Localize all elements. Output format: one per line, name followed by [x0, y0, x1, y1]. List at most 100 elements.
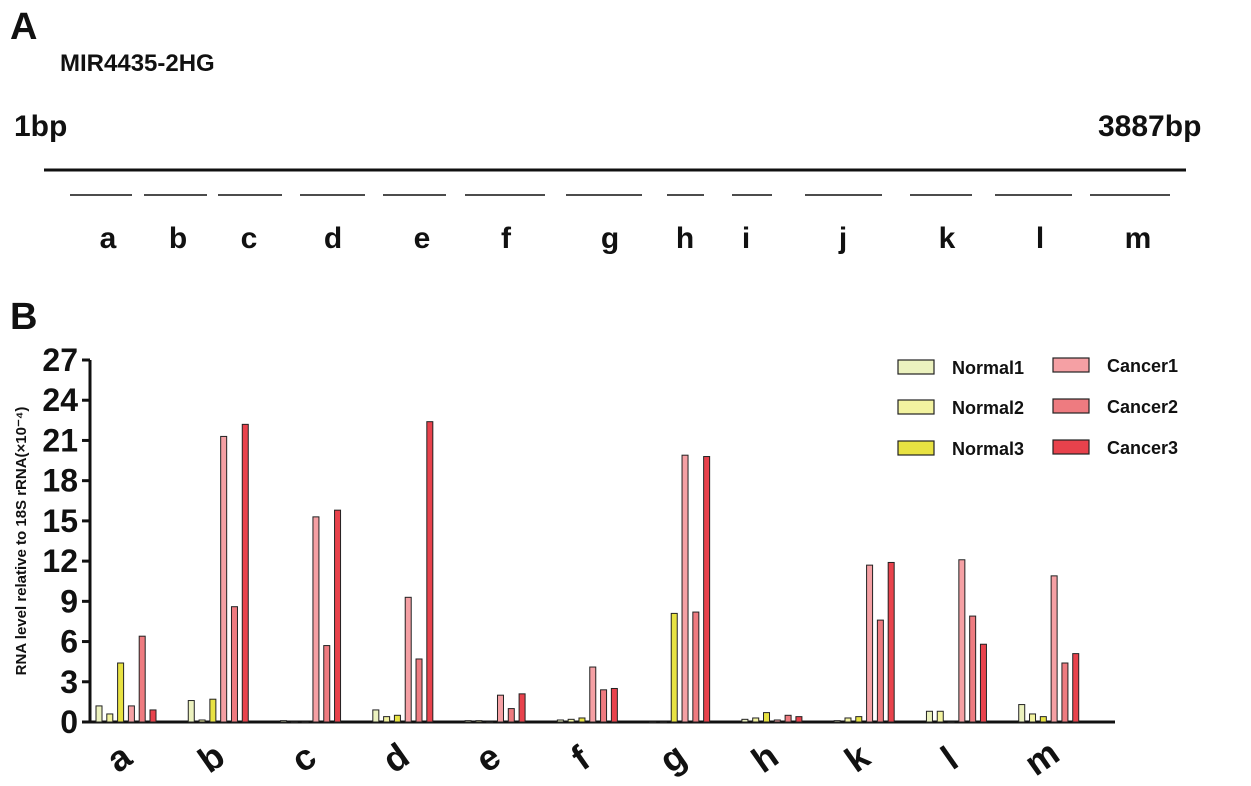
y-tick-label: 0 — [60, 704, 78, 740]
legend-label-cancer2: Cancer2 — [1107, 397, 1178, 417]
bar-normal3-k — [855, 716, 863, 723]
bar-cancer3-h — [795, 716, 803, 723]
bar-normal1-g — [649, 721, 657, 723]
bar-cancer3-f — [610, 687, 618, 723]
bar-normal3-l — [947, 721, 955, 723]
bar-cancer2-g — [692, 611, 700, 723]
bar-cancer1-f — [589, 666, 597, 723]
x-tick-label-a: a — [99, 735, 140, 781]
panel-b-letter: B — [10, 296, 38, 338]
segment-label-l: l — [1035, 222, 1045, 255]
bar-normal2-b — [198, 719, 206, 723]
bar-cancer2-a — [138, 635, 146, 723]
y-tick-label: 3 — [60, 664, 78, 700]
bar-normal2-h — [752, 717, 760, 723]
x-tick-label-b: b — [190, 735, 232, 781]
bar-cancer2-c — [323, 645, 331, 723]
segment-label-m: m — [1124, 222, 1152, 255]
bar-normal3-b — [209, 698, 217, 723]
bar-normal1-m — [1018, 704, 1026, 723]
segment-label-k: k — [938, 222, 956, 255]
bar-cancer3-g — [703, 456, 711, 723]
legend-label-normal3: Normal3 — [952, 439, 1024, 459]
bar-cancer3-d — [426, 421, 434, 723]
segment-label-g: g — [600, 222, 620, 255]
legend-label-normal2: Normal2 — [952, 398, 1024, 418]
legend-swatch-normal1 — [897, 359, 935, 375]
x-tick-label-f: f — [564, 737, 598, 778]
legend-swatch-cancer1 — [1052, 357, 1090, 373]
gene-name: MIR4435-2HG — [60, 50, 215, 77]
bar-cancer1-m — [1050, 575, 1058, 723]
transcript-schematic — [44, 168, 1186, 196]
bar-cancer1-l — [958, 559, 966, 723]
y-tick-label: 6 — [60, 624, 78, 660]
bar-normal3-g — [670, 612, 678, 723]
x-tick-label-d: d — [375, 735, 417, 781]
bar-normal3-c — [301, 721, 309, 723]
bar-cancer3-a — [149, 709, 157, 723]
bar-cancer1-d — [404, 596, 412, 723]
end-bp-label: 3887bp — [1098, 110, 1202, 143]
x-tick-label-e: e — [468, 735, 508, 780]
bar-normal1-l — [925, 710, 933, 723]
bar-cancer3-m — [1072, 653, 1080, 723]
segment-label-i: i — [741, 222, 751, 255]
bar-normal2-a — [106, 713, 114, 723]
bar-normal1-b — [187, 700, 195, 723]
bar-cancer3-k — [887, 561, 895, 723]
y-tick-label: 18 — [42, 463, 78, 499]
bar-cancer1-b — [220, 435, 228, 723]
bar-normal1-k — [833, 720, 841, 723]
bar-cancer1-g — [681, 454, 689, 723]
y-tick-label: 9 — [60, 583, 78, 619]
bar-cancer3-e — [518, 693, 526, 723]
bar-cancer3-c — [334, 509, 342, 723]
bar-normal1-a — [95, 705, 103, 723]
bar-normal3-m — [1039, 716, 1047, 723]
y-tick-label: 21 — [42, 422, 78, 458]
legend-swatch-cancer2 — [1052, 398, 1090, 414]
bar-normal2-c — [290, 721, 298, 723]
bar-cancer1-h — [773, 719, 781, 723]
bar-normal2-l — [936, 710, 944, 723]
bar-cancer1-k — [866, 564, 874, 723]
bar-normal1-e — [464, 720, 472, 723]
bar-cancer3-b — [241, 423, 249, 723]
legend-label-cancer3: Cancer3 — [1107, 438, 1178, 458]
panel-a-letter: A — [10, 6, 38, 48]
bar-normal1-h — [741, 718, 749, 723]
bar-cancer2-m — [1061, 662, 1069, 723]
bar-normal1-c — [280, 720, 288, 723]
bar-cancer3-l — [979, 643, 987, 723]
bar-cancer2-h — [784, 714, 792, 723]
bar-normal2-e — [475, 720, 483, 723]
y-tick-label: 15 — [42, 503, 78, 539]
bar-cancer2-k — [876, 619, 884, 723]
segment-label-a: a — [99, 222, 117, 255]
bar-normal2-f — [567, 718, 575, 723]
x-tick-label-c: c — [283, 735, 323, 780]
y-axis-label: RNA level relative to 18S rRNA(×10⁻⁴) — [13, 407, 30, 676]
legend-label-cancer1: Cancer1 — [1107, 356, 1178, 376]
x-tick-label-m: m — [1017, 732, 1067, 784]
bar-normal2-g — [659, 721, 667, 723]
bar-normal2-m — [1029, 713, 1037, 723]
bar-normal3-h — [763, 712, 771, 723]
bar-cancer2-e — [507, 708, 515, 723]
bar-cancer2-d — [415, 658, 423, 723]
segment-label-e: e — [413, 222, 431, 255]
legend-swatch-normal2 — [897, 399, 935, 415]
bar-normal1-f — [556, 719, 564, 723]
bar-normal3-a — [117, 662, 125, 723]
bar-cancer1-c — [312, 516, 320, 723]
bar-cancer2-f — [600, 689, 608, 723]
bar-normal1-d — [372, 709, 380, 723]
bar-normal3-f — [578, 717, 586, 723]
bar-normal2-k — [844, 717, 852, 723]
bar-cancer2-l — [969, 615, 977, 723]
bar-cancer1-e — [496, 694, 504, 723]
bar-normal2-d — [383, 716, 391, 723]
bar-cancer2-b — [230, 606, 238, 723]
